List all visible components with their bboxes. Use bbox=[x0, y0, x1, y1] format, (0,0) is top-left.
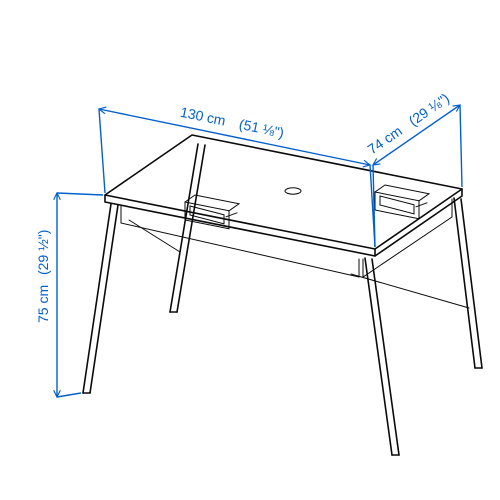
dim-depth-cm: 74 cm bbox=[364, 122, 404, 157]
dim-height-cm: 75 cm bbox=[35, 285, 51, 323]
table-dimension-diagram: 130 cm (51 ⅛") 74 cm(29 ⅛") 75 cm (29 ½") bbox=[0, 0, 500, 500]
dimension-annotations: 130 cm (51 ⅛") 74 cm(29 ⅛") 75 cm (29 ½") bbox=[35, 90, 462, 397]
dim-width-in: (51 ⅛") bbox=[238, 116, 286, 141]
dim-width-cm: 130 cm bbox=[179, 104, 227, 129]
dim-depth-in: (29 ⅛") bbox=[406, 90, 452, 129]
dim-height-in: (29 ½") bbox=[35, 230, 51, 275]
table-outline bbox=[83, 135, 482, 455]
